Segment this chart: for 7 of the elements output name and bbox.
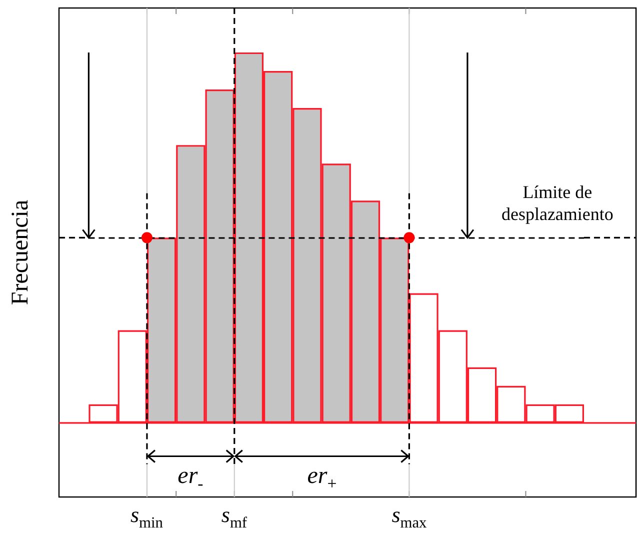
y-axis-title: Frecuencia [8, 200, 34, 306]
text: s$_{min}$ [130, 502, 163, 532]
text: er$_{+}$ [307, 462, 337, 494]
text: er$_{-}$ [178, 462, 204, 494]
annotation: Límite de desplazamiento [501, 182, 614, 226]
text: s$_{max}$ [392, 502, 427, 532]
text: s$_{mf}$ [221, 502, 248, 532]
